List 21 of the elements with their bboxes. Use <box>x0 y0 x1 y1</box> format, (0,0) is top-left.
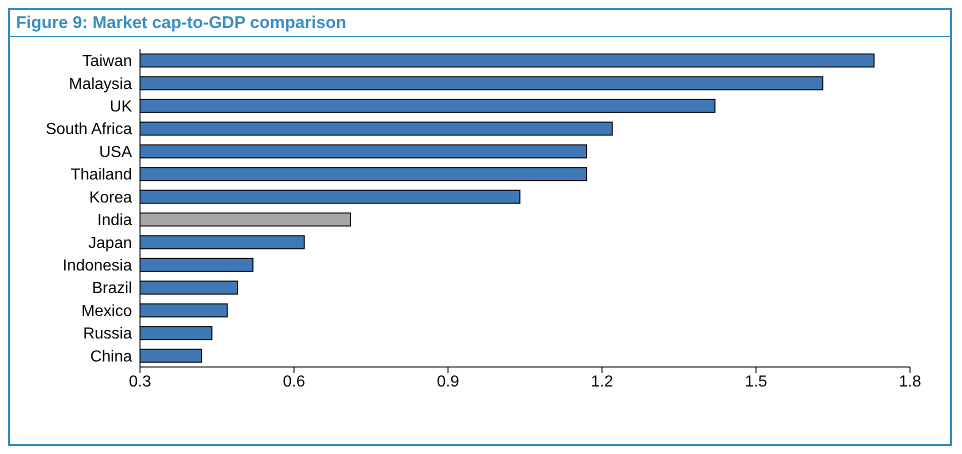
y-tick-label: China <box>90 348 132 366</box>
x-tick-label: 1.5 <box>744 373 768 390</box>
y-tick-label: Japan <box>88 234 132 252</box>
y-tick-label: Indonesia <box>62 257 132 274</box>
y-tick-label: Russia <box>83 326 132 343</box>
x-tick-label: 0.3 <box>128 373 152 390</box>
y-tick-label: Thailand <box>70 166 132 184</box>
y-tick-label: Mexico <box>81 302 132 320</box>
y-tick-label: UK <box>110 98 132 116</box>
chart-title: Figure 9: Market cap-to-GDP comparison <box>10 10 950 37</box>
y-tick-label: Korea <box>89 189 132 206</box>
x-tick-label: 1.8 <box>898 373 922 390</box>
y-tick-label: Brazil <box>92 280 132 298</box>
y-tick-label: Taiwan <box>82 53 132 70</box>
y-tick-label: India <box>97 212 132 230</box>
y-tick-label: South Africa <box>46 121 132 138</box>
x-tick-label: 0.9 <box>436 373 460 390</box>
y-tick-label: Malaysia <box>68 76 132 93</box>
x-tick-label: 0.6 <box>282 373 306 390</box>
y-tick-label: USA <box>99 144 132 161</box>
x-tick-label: 1.2 <box>590 373 614 390</box>
